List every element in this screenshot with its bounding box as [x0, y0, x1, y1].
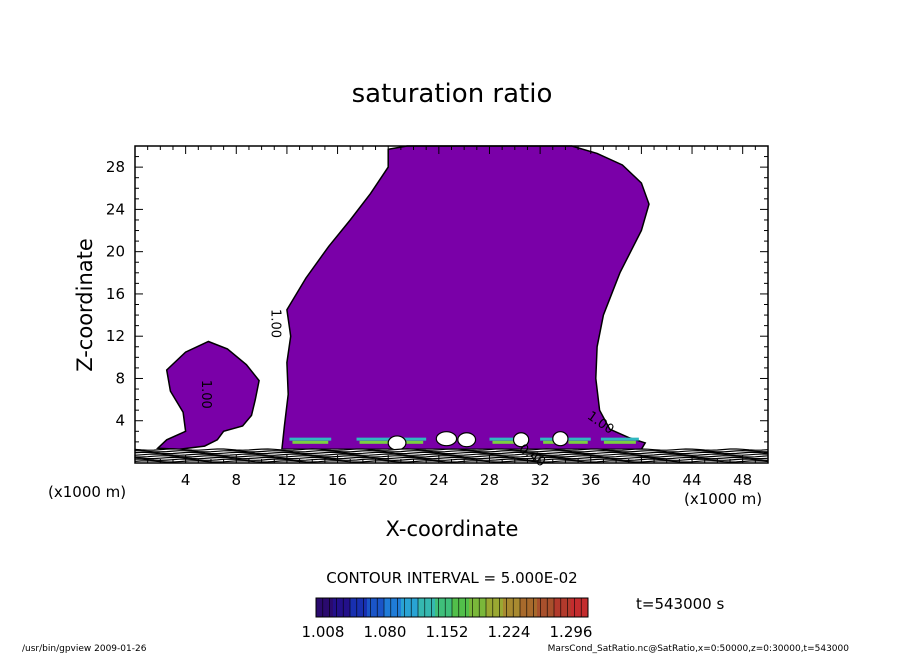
surface-band — [565, 437, 591, 441]
time-label: t=543000 s — [636, 595, 724, 613]
surface-band — [600, 437, 639, 441]
colorbar-swatch — [469, 598, 487, 617]
x-tick-label: 16 — [328, 471, 347, 489]
y-tick-label: 4 — [115, 412, 125, 430]
colorbar-swatch — [367, 598, 385, 617]
colorbar-swatch — [554, 598, 572, 617]
y-tick-label: 20 — [106, 243, 125, 261]
colorbar-swatch — [452, 598, 470, 617]
y-axis-label: Z-coordinate — [73, 238, 97, 372]
x-axis-ticks: 4 8 12 16 20 24 28 32 36 40 44 48 — [147, 146, 756, 489]
surface-band-inner — [603, 440, 636, 444]
footer-source: MarsCond_SatRatio.nc@SatRatio,x=0:50000,… — [548, 644, 850, 654]
subsaturated-pocket — [435, 431, 458, 447]
colorbar-swatch — [537, 598, 555, 617]
contour-line — [134, 458, 769, 462]
colorbar-swatch — [350, 598, 368, 617]
x-tick-label: 28 — [480, 471, 499, 489]
colorbar-tick-label: 1.224 — [488, 623, 531, 641]
chart-title: saturation ratio — [352, 79, 553, 109]
surface-band — [289, 437, 332, 441]
colorbar-swatch — [520, 598, 538, 617]
contour-interval-label: CONTOUR INTERVAL = 5.000E-02 — [326, 569, 577, 587]
colorbar — [315, 597, 589, 618]
x-tick-label: 36 — [581, 471, 600, 489]
contour-fills — [156, 145, 650, 451]
surface-band-inner — [359, 440, 389, 444]
colorbar-swatch — [571, 598, 589, 617]
colorbar-tick-label: 1.296 — [550, 623, 593, 641]
colorbar-swatch — [401, 598, 419, 617]
surface-band-inner — [492, 440, 525, 444]
contour-line — [134, 455, 769, 458]
surface-band — [356, 437, 392, 441]
contour-label: 1.00 — [268, 309, 283, 338]
colorbar-swatch — [486, 598, 504, 617]
surface-band-inner — [403, 440, 424, 444]
x-tick-label: 48 — [733, 471, 752, 489]
y-tick-label: 12 — [106, 327, 125, 345]
colorbar-swatch — [435, 598, 453, 617]
colorbar-tick-label: 1.008 — [302, 623, 345, 641]
x-tick-label: 8 — [232, 471, 242, 489]
y-tick-label: 16 — [106, 285, 125, 303]
contour-label: 1.00 — [198, 380, 213, 409]
x-unit-label-left: (x1000 m) — [48, 483, 126, 501]
colorbar-frame — [315, 597, 589, 618]
colorbar-swatch — [384, 598, 402, 617]
surface-band-inner — [568, 440, 588, 444]
x-tick-label: 24 — [429, 471, 448, 489]
x-axis-label: X-coordinate — [386, 517, 519, 541]
contour-line — [134, 456, 769, 460]
surface-band — [540, 437, 560, 441]
colorbar-swatch — [333, 598, 351, 617]
contour-line — [134, 449, 769, 453]
near-surface-contour-lines — [134, 448, 769, 463]
surface-band — [400, 437, 427, 441]
y-tick-label: 24 — [106, 200, 125, 218]
contour-line — [134, 448, 769, 451]
colorbar-tick-label: 1.152 — [426, 623, 469, 641]
y-tick-label: 8 — [115, 369, 125, 387]
subsaturated-pocket — [512, 432, 530, 448]
x-tick-label: 40 — [632, 471, 651, 489]
colorbar-swatch — [503, 598, 521, 617]
colorbar-swatch — [418, 598, 436, 617]
x-tick-label: 44 — [682, 471, 701, 489]
footer-command: /usr/bin/gpview 2009-01-26 — [22, 644, 147, 654]
subsaturated-pocket — [387, 435, 407, 451]
main-supersaturated-region — [281, 145, 650, 451]
y-tick-label: 28 — [106, 158, 125, 176]
x-tick-label: 20 — [379, 471, 398, 489]
colorbar-tick-labels: 1.008 1.080 1.152 1.224 1.296 — [302, 623, 593, 641]
x-tick-label: 4 — [181, 471, 191, 489]
x-tick-label: 32 — [531, 471, 550, 489]
left-supersaturated-region — [156, 340, 260, 451]
surface-band-inner — [292, 440, 329, 444]
y-axis-ticks: 4 8 12 16 20 24 28 — [106, 156, 768, 453]
x-unit-label: (x1000 m) — [684, 490, 762, 508]
subsaturated-pocket — [552, 431, 569, 447]
colorbar-swatch — [316, 598, 334, 617]
x-tick-label: 12 — [277, 471, 296, 489]
surface-band — [489, 437, 528, 441]
colorbar-tick-label: 1.080 — [364, 623, 407, 641]
surface-band-inner — [543, 440, 557, 444]
contour-line — [134, 453, 769, 456]
subsaturated-pocket — [457, 432, 477, 448]
contour-line — [134, 451, 769, 455]
